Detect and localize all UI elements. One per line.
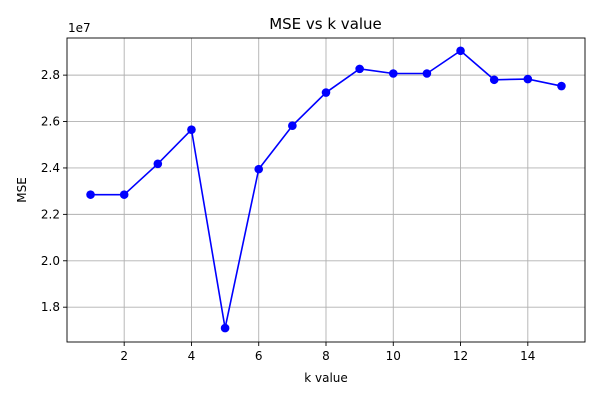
x-tick-label: 12 xyxy=(453,349,468,363)
x-tick-label: 2 xyxy=(120,349,128,363)
y-tick-label: 2.0 xyxy=(41,254,60,268)
data-point xyxy=(557,81,566,91)
x-tick-label: 10 xyxy=(386,349,401,363)
series xyxy=(86,46,566,333)
data-point xyxy=(456,46,465,56)
data-point xyxy=(321,88,331,97)
data-point xyxy=(388,69,398,78)
y-tick-label: 2.4 xyxy=(41,161,60,175)
data-point xyxy=(153,159,163,169)
x-tick-label: 4 xyxy=(188,349,196,363)
data-point xyxy=(288,121,297,131)
y-tick-label: 2.6 xyxy=(41,115,60,129)
data-point xyxy=(220,323,230,333)
plot-area-frame xyxy=(66,37,586,343)
data-point xyxy=(523,74,533,84)
data-point xyxy=(254,164,264,174)
x-tick-label: 6 xyxy=(255,349,263,363)
x-axis-title: k value xyxy=(304,371,348,385)
data-point xyxy=(489,75,499,85)
data-point xyxy=(86,190,95,199)
y-tick-label: 2.8 xyxy=(41,68,60,82)
data-point xyxy=(119,190,129,199)
chart-title: MSE vs k value xyxy=(269,15,382,33)
grid xyxy=(67,38,585,342)
data-point xyxy=(355,64,364,74)
y-axis-title: MSE xyxy=(15,177,29,203)
axis-ticks: 2 4 6 8 10 12 14 1.8 2.0 2.2 2.4 2.6 2.8 xyxy=(41,68,536,363)
x-tick-label: 8 xyxy=(322,349,330,363)
data-point xyxy=(187,125,196,134)
y-offset-label: 1e7 xyxy=(68,21,91,35)
y-tick-label: 1.8 xyxy=(41,300,60,314)
x-tick-label: 14 xyxy=(520,349,535,363)
y-tick-label: 2.2 xyxy=(41,207,60,221)
data-point xyxy=(422,69,432,78)
